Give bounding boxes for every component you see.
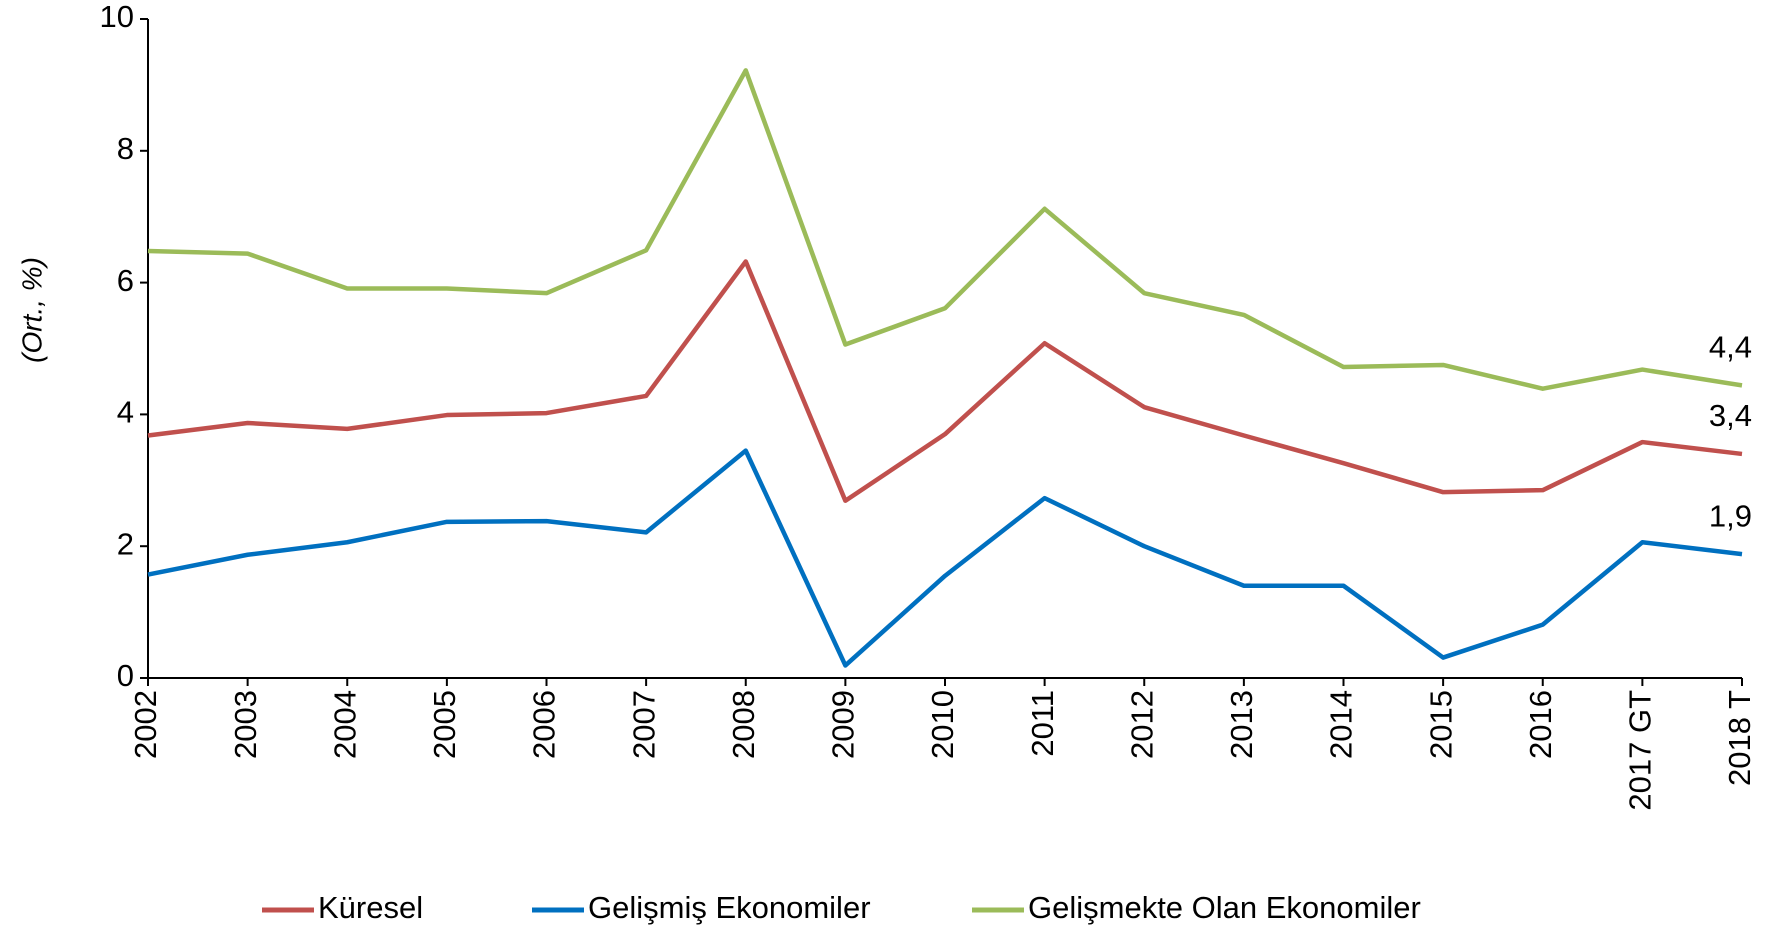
legend-label: Gelişmekte Olan Ekonomiler (1028, 890, 1421, 925)
y-tick-label: 6 (117, 263, 134, 298)
x-tick-label: 2002 (128, 690, 163, 759)
y-tick-label: 10 (100, 0, 134, 34)
legend-label: Küresel (318, 890, 423, 925)
x-tick-label: 2012 (1124, 690, 1159, 759)
y-tick-label: 0 (117, 658, 134, 693)
data-label: 4,4 (1709, 330, 1752, 365)
x-tick-label: 2005 (427, 690, 462, 759)
line-series (147, 448, 1743, 668)
y-tick-label: 2 (117, 526, 134, 561)
x-tick-label: 2014 (1324, 690, 1359, 759)
data-label: 1,9 (1709, 498, 1752, 533)
x-tick-label: 2010 (925, 690, 960, 759)
line-series (147, 68, 1743, 391)
x-tick-label: 2003 (228, 690, 263, 759)
data-label: 3,4 (1709, 398, 1752, 433)
x-tick-label: 2015 (1423, 690, 1458, 759)
x-tick-label: 2017 GT (1623, 690, 1658, 811)
legend-label: Gelişmiş Ekonomiler (588, 890, 871, 925)
x-tick-label: 2007 (626, 690, 661, 759)
y-axis-label: (Ort., %) (16, 257, 47, 363)
x-tick-label: 2018 T (1722, 690, 1757, 786)
y-tick-label: 8 (117, 131, 134, 166)
x-tick-label: 2009 (826, 690, 861, 759)
x-tick-label: 2016 (1523, 690, 1558, 759)
x-tick-label: 2013 (1224, 690, 1259, 759)
x-tick-label: 2004 (327, 690, 362, 759)
x-tick-label: 2006 (527, 690, 562, 759)
line-series (147, 259, 1743, 503)
y-tick-label: 4 (117, 395, 134, 430)
x-tick-label: 2008 (726, 690, 761, 759)
x-tick-label: 2011 (1025, 690, 1060, 757)
